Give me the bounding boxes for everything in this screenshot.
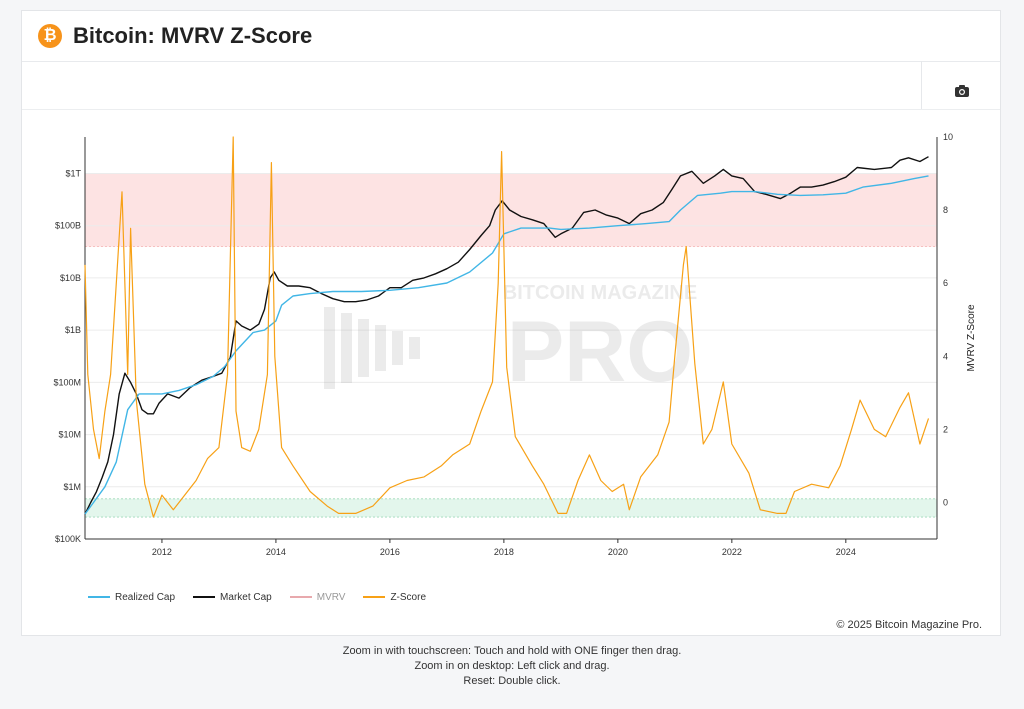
y-right-axis-label: MVRV Z-Score <box>966 304 977 371</box>
bitcoin-logo-icon: ₿ <box>38 24 62 48</box>
watermark-bar <box>324 307 335 389</box>
hint-desktop: Zoom in on desktop: Left click and drag. <box>414 660 610 672</box>
series-line-z-score <box>84 136 930 518</box>
y-left-tick-label: $1B <box>65 325 81 335</box>
y-right-tick-label: 0 <box>943 497 948 507</box>
watermark-bar <box>392 331 403 365</box>
toolbar-divider <box>921 61 922 109</box>
legend-swatch <box>88 596 110 598</box>
y-left-tick-label: $10M <box>58 430 81 440</box>
legend-swatch <box>289 596 312 598</box>
legend-label: Z-Score <box>390 591 427 603</box>
y-left-tick-label: $100K <box>55 534 81 544</box>
watermark-bar <box>358 319 369 377</box>
x-tick-label: 2016 <box>380 547 400 557</box>
x-tick-label: 2018 <box>494 547 514 557</box>
legend-item-z-score[interactable]: Z-Score <box>363 591 426 603</box>
legend-item-realized-cap[interactable]: Realized Cap <box>88 591 175 603</box>
hint-reset: Reset: Double click. <box>463 675 561 687</box>
y-right-tick-label: 4 <box>943 351 948 361</box>
band-undervalued <box>85 498 937 518</box>
watermark-bar <box>341 313 352 383</box>
chart-toolbar <box>22 61 1000 110</box>
chart-header: ₿ Bitcoin: MVRV Z-Score <box>22 11 1000 62</box>
chart-legend: Realized Cap Market Cap MVRV Z-Score <box>88 591 444 603</box>
watermark-bar <box>375 325 386 371</box>
y-right-tick-label: 10 <box>943 132 953 142</box>
x-tick-label: 2012 <box>152 547 172 557</box>
y-right-tick-label: 8 <box>943 205 948 215</box>
legend-swatch <box>193 596 216 598</box>
hint-touch: Zoom in with touchscreen: Touch and hold… <box>342 645 682 657</box>
x-tick-label: 2022 <box>722 547 742 557</box>
zoom-hints: Zoom in with touchscreen: Touch and hold… <box>0 644 1024 689</box>
series-line-realized-cap <box>84 175 929 515</box>
y-left-tick-label: $10B <box>60 273 81 283</box>
page-title: Bitcoin: MVRV Z-Score <box>73 23 313 48</box>
chart-card: ₿ Bitcoin: MVRV Z-Score $100K $1M $10M $100… <box>21 10 1001 636</box>
watermark-bottom-text: PRO <box>507 304 693 400</box>
legend-label: MVRV <box>316 591 346 603</box>
y-left-tick-label: $1T <box>65 168 81 178</box>
legend-item-mvrv[interactable]: MVRV <box>289 591 346 603</box>
mvrv-chart[interactable]: $100K $1M $10M $100M $1B $10B $100B $1T 0 2 4 6 8 10 M… <box>22 109 1000 579</box>
y-left-tick-label: $100M <box>53 377 81 387</box>
x-tick-label: 2024 <box>836 547 856 557</box>
copyright-text: © 2025 Bitcoin Magazine Pro. <box>836 619 982 631</box>
camera-icon[interactable] <box>954 83 970 99</box>
y-left-tick-label: $1M <box>63 482 81 492</box>
legend-label: Realized Cap <box>115 591 176 603</box>
y-left-tick-label: $100B <box>55 221 81 231</box>
watermark-bar <box>409 337 420 359</box>
y-right-tick-label: 2 <box>943 424 948 434</box>
y-right-tick-label: 6 <box>943 278 948 288</box>
legend-item-market-cap[interactable]: Market Cap <box>193 591 272 603</box>
x-tick-label: 2020 <box>608 547 628 557</box>
legend-label: Market Cap <box>220 591 272 603</box>
legend-swatch <box>363 596 386 598</box>
watermark-top-text: BITCOIN MAGAZINE <box>503 282 697 304</box>
x-tick-label: 2014 <box>266 547 286 557</box>
